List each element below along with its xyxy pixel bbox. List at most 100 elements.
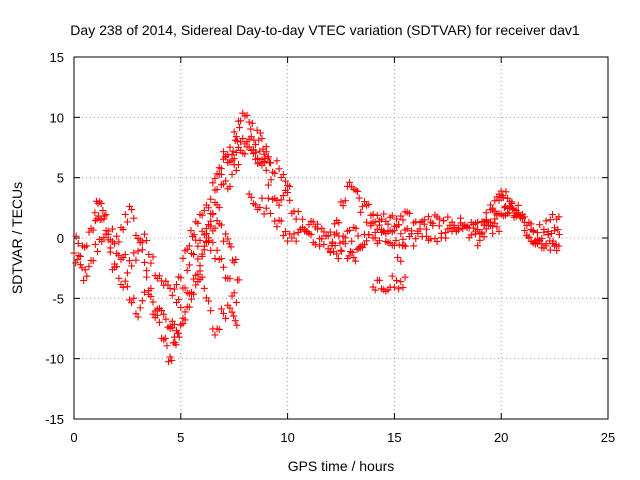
data-point	[217, 255, 225, 263]
data-point	[173, 281, 181, 289]
data-point	[412, 218, 420, 226]
data-point	[337, 246, 345, 254]
data-point	[190, 231, 198, 239]
data-point	[72, 232, 80, 240]
data-point	[224, 235, 232, 243]
data-point	[209, 238, 217, 246]
data-point	[149, 253, 157, 261]
x-axis-label: GPS time / hours	[288, 458, 395, 474]
series-track-12	[472, 198, 563, 250]
data-point	[85, 228, 93, 236]
data-point	[147, 292, 155, 300]
data-point	[395, 221, 403, 229]
data-point	[95, 212, 103, 220]
data-point	[311, 240, 319, 248]
data-point	[140, 230, 148, 238]
data-point	[500, 204, 508, 212]
data-point	[397, 257, 405, 265]
data-point	[357, 208, 365, 216]
data-point	[130, 214, 138, 222]
data-point	[542, 217, 550, 225]
data-point	[491, 197, 499, 205]
data-point	[237, 117, 245, 125]
data-point	[450, 221, 458, 229]
data-point	[375, 221, 383, 229]
data-point	[373, 211, 381, 219]
data-point	[529, 227, 537, 235]
data-point	[360, 198, 368, 206]
data-point	[504, 209, 512, 217]
data-point	[232, 166, 240, 174]
data-point	[279, 232, 287, 240]
data-point	[166, 353, 174, 361]
data-point	[196, 236, 204, 244]
data-point	[392, 236, 400, 244]
data-point	[463, 222, 471, 230]
data-point	[369, 210, 377, 218]
data-point	[106, 236, 114, 244]
data-point	[422, 232, 430, 240]
data-point	[202, 225, 210, 233]
data-point	[284, 237, 292, 245]
data-point	[281, 228, 289, 236]
data-point	[262, 166, 270, 174]
data-point	[213, 246, 221, 254]
data-point	[123, 283, 131, 291]
data-point	[231, 317, 239, 325]
data-point	[123, 218, 131, 226]
data-point	[407, 230, 415, 238]
data-point	[316, 235, 324, 243]
data-point	[111, 240, 119, 248]
data-point	[198, 227, 206, 235]
data-point	[215, 170, 223, 178]
data-point	[232, 255, 240, 263]
data-point	[267, 176, 275, 184]
data-point	[121, 250, 129, 258]
data-point	[93, 247, 101, 255]
data-point	[326, 247, 334, 255]
data-point	[534, 229, 542, 237]
data-point	[474, 242, 482, 250]
data-point	[548, 211, 556, 219]
data-point	[429, 219, 437, 227]
data-point	[309, 218, 317, 226]
data-point	[75, 252, 83, 260]
data-point	[236, 124, 244, 132]
data-point	[393, 215, 401, 223]
data-point	[350, 254, 358, 262]
data-point	[160, 336, 168, 344]
data-point	[373, 225, 381, 233]
y-tick-label: -15	[45, 412, 64, 427]
data-point	[489, 230, 497, 238]
data-point	[215, 325, 223, 333]
data-point	[551, 224, 559, 232]
data-point	[222, 314, 230, 322]
data-point	[303, 228, 311, 236]
data-point	[351, 257, 359, 265]
data-point	[177, 304, 185, 312]
data-point	[258, 194, 266, 202]
data-point	[175, 333, 183, 341]
data-point	[136, 304, 144, 312]
data-point	[371, 286, 379, 294]
data-point	[121, 210, 129, 218]
data-point	[403, 225, 411, 233]
data-point	[222, 177, 230, 185]
data-point	[170, 320, 178, 328]
data-point	[314, 220, 322, 228]
data-point	[220, 309, 228, 317]
data-point	[222, 230, 230, 238]
data-point	[119, 283, 127, 291]
y-tick-labels: -15 -10 -5 0 5 10 15	[45, 50, 64, 427]
data-point	[341, 234, 349, 242]
data-point	[260, 158, 268, 166]
data-point	[115, 238, 123, 246]
data-point	[76, 261, 84, 269]
data-point	[130, 249, 138, 257]
x-tick-label: 25	[601, 430, 615, 445]
data-point	[264, 194, 272, 202]
data-point	[469, 224, 477, 232]
data-point	[527, 220, 535, 228]
y-tick-label: 0	[57, 231, 64, 246]
